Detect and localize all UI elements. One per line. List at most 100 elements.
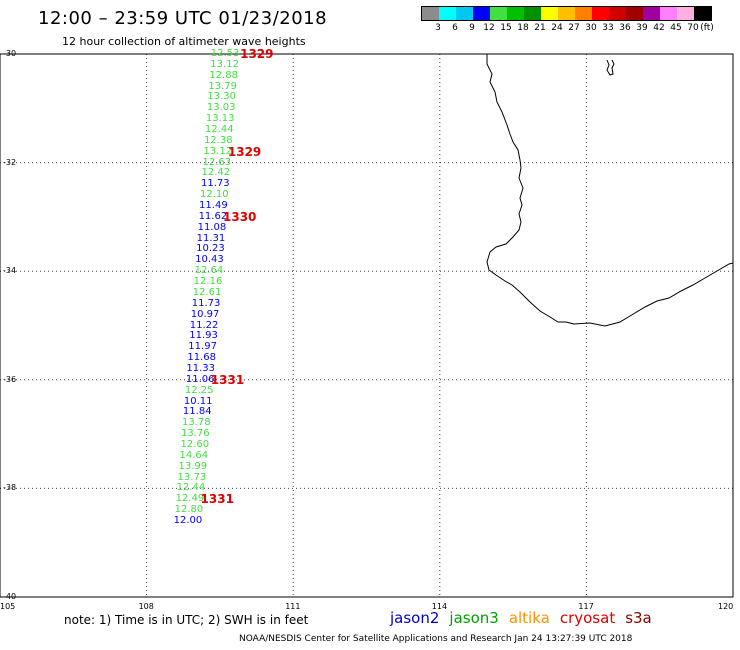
- wave-height-value: 12.63: [202, 156, 232, 168]
- longitude-label: 105: [0, 602, 16, 611]
- wave-height-value: 14.64: [179, 449, 209, 461]
- wave-height-value: 12.88: [209, 69, 238, 81]
- legend-label: 15: [500, 23, 512, 33]
- wave-height-value: 13.30: [207, 91, 236, 103]
- wave-height-value: 11.73: [191, 297, 221, 309]
- wave-height-value: 10.43: [195, 254, 224, 266]
- legend-label: 45: [670, 23, 682, 33]
- wave-height-value: 11.68: [187, 352, 216, 364]
- wave-height-value: 11.08: [197, 221, 227, 233]
- pass-time-label: 1331: [210, 372, 245, 387]
- longitude-label: 111: [285, 602, 301, 611]
- legend-swatch: [575, 7, 592, 20]
- wave-height-value: 13.03: [206, 102, 236, 114]
- latitude-label: -36: [3, 374, 17, 384]
- legend-label: 36: [619, 23, 631, 33]
- wave-height-value: 12.42: [201, 167, 231, 179]
- latitude-label: -30: [3, 49, 17, 58]
- legend-label: 30: [585, 23, 597, 33]
- wave-height-value: 13.76: [180, 428, 210, 440]
- pass-time-label: 1330: [223, 209, 257, 224]
- wave-height-value: 10.23: [196, 243, 225, 255]
- color-scale-legend: 3 6 9 12 15 18 21 24 27 30 33 36 39 42 45 70 (ft): [421, 6, 714, 35]
- wave-height-value: 11.33: [186, 362, 215, 374]
- pass-time-label: 1329: [240, 47, 274, 61]
- legend-swatch: [524, 7, 541, 20]
- legend-label: 70: [687, 23, 699, 33]
- wave-height-value: 11.97: [188, 341, 217, 353]
- legend-label: 3: [435, 23, 441, 33]
- wave-height-value: 12.49: [175, 493, 205, 505]
- legend-label: 21: [534, 23, 546, 33]
- wave-height-value: 12.44: [176, 482, 206, 494]
- legend-label: 6: [452, 23, 458, 33]
- credit-line: NOAA/NESDIS Center for Satellite Applica…: [239, 634, 633, 644]
- legend-swatches: [421, 6, 712, 21]
- legend-swatch: [626, 7, 643, 20]
- wave-height-value: 12.16: [193, 276, 223, 288]
- legend-swatch: [541, 7, 558, 20]
- legend-swatch: [473, 7, 490, 20]
- satellite-cryosat-label: cryosat: [559, 609, 616, 627]
- wave-height-value: 10.97: [190, 308, 220, 320]
- longitude-label: 108: [138, 602, 154, 611]
- wave-height-value: 12.60: [180, 438, 210, 450]
- legend-swatch: [439, 7, 456, 20]
- wave-height-value: 13.13: [205, 113, 235, 125]
- wave-height-value: 12.10: [200, 189, 229, 201]
- legend-label: 33: [602, 23, 614, 33]
- wave-height-value: 12.25: [184, 384, 214, 396]
- legend-label: (ft): [700, 23, 714, 33]
- pass-time-label: 1329: [227, 144, 262, 159]
- wave-height-value: 13.78: [181, 417, 211, 429]
- pass-time-label: 1331: [200, 492, 234, 507]
- wave-height-value: 11.31: [196, 232, 226, 244]
- longitude-label: 117: [578, 602, 594, 611]
- legend-label: 18: [517, 23, 529, 33]
- wave-height-value: 11.49: [199, 200, 228, 212]
- legend-label: 27: [568, 23, 580, 33]
- latitude-label: -38: [3, 483, 17, 493]
- wave-height-value: 11.93: [189, 330, 218, 342]
- chart-title: 12:00 – 23:59 UTC 01/23/2018: [38, 8, 328, 29]
- wave-height-value: 12.53: [210, 48, 240, 59]
- latitude-label: -32: [3, 157, 17, 167]
- wave-height-value: 13.99: [178, 460, 208, 472]
- longitude-label: 114: [431, 602, 448, 611]
- legend-label: 24: [551, 23, 563, 33]
- legend-swatch: [490, 7, 507, 20]
- latitude-label: -34: [3, 266, 17, 276]
- satellite-jason2-label: jason2: [390, 609, 440, 627]
- satellite-s3a-label: s3a: [625, 609, 652, 627]
- legend-swatch: [456, 7, 473, 20]
- latitude-label: -40: [3, 592, 17, 601]
- graticule: [0, 54, 733, 597]
- legend-swatch: [422, 7, 439, 20]
- wave-height-value: 11.06: [185, 373, 215, 385]
- wave-height-value: 11.73: [201, 178, 230, 190]
- wave-height-value: 13.73: [177, 471, 207, 483]
- legend-labels: 3 6 9 12 15 18 21 24 27 30 33 36 39 42 45 70 (ft): [421, 21, 714, 35]
- legend-swatch: [507, 7, 524, 20]
- legend-label: 39: [636, 23, 648, 33]
- wave-height-value: 13.12: [203, 145, 233, 157]
- footer-note: note: 1) Time is in UTC; 2) SWH is in fe…: [64, 613, 309, 627]
- rottnest-outline: [606, 59, 615, 76]
- wave-height-value: 13.12: [210, 58, 239, 70]
- wave-height-value: 12.00: [173, 514, 203, 526]
- longitude-label: 120: [718, 602, 734, 611]
- legend-swatch: [592, 7, 609, 20]
- chart-subtitle: 12 hour collection of altimeter wave hei…: [62, 35, 306, 48]
- legend-swatch: [609, 7, 626, 20]
- legend-label: 42: [653, 23, 665, 33]
- legend-swatch: [660, 7, 677, 20]
- legend-label: 12: [483, 23, 495, 33]
- legend-swatch: [643, 7, 660, 20]
- wave-height-value: 11.22: [189, 319, 219, 331]
- wave-height-value: 11.62: [198, 210, 228, 222]
- wave-height-value: 11.84: [182, 406, 212, 418]
- satellite-jason3-label: jason3: [449, 609, 499, 627]
- legend-swatch: [558, 7, 575, 20]
- wave-height-value: 12.80: [174, 504, 204, 516]
